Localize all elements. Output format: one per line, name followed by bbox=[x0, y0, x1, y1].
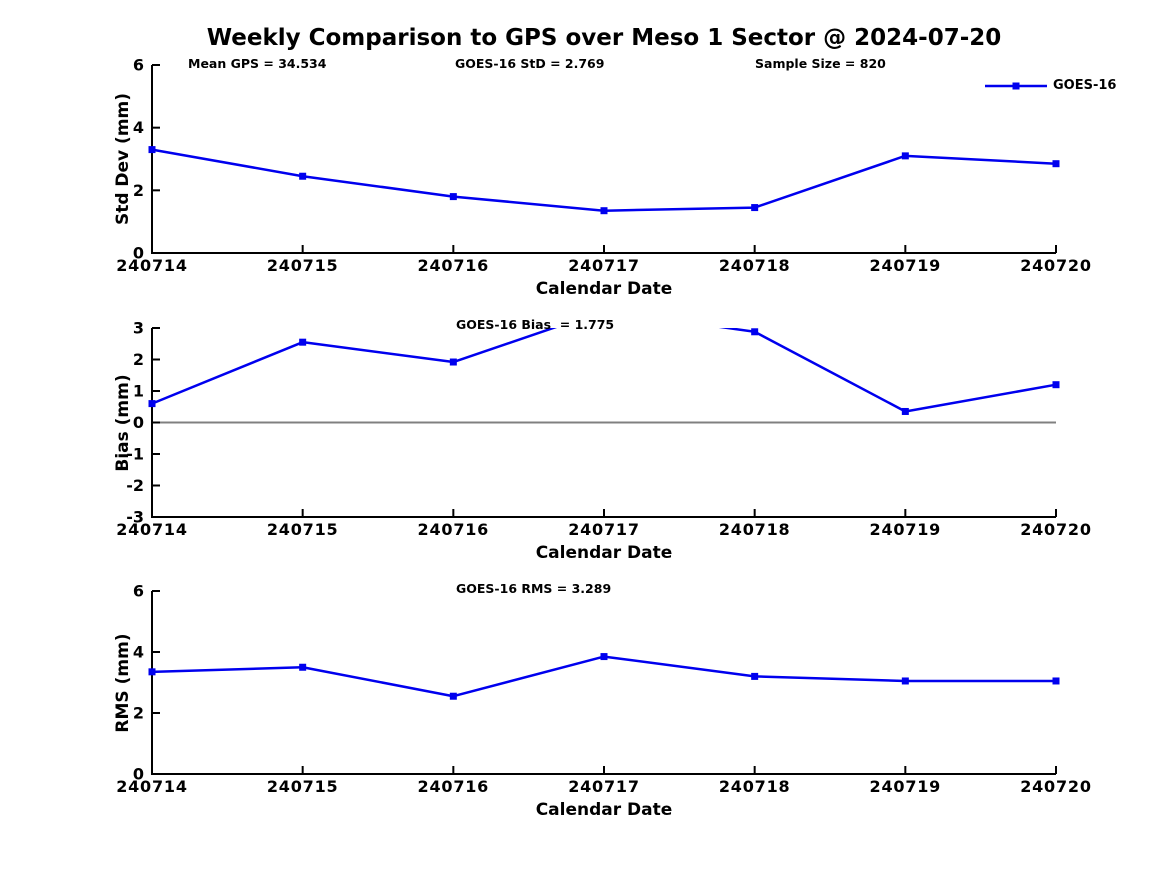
data-point-marker bbox=[901, 677, 909, 685]
x-tick-label: 240715 bbox=[267, 777, 339, 796]
x-tick-label: 240718 bbox=[719, 256, 791, 275]
x-tick-label: 240714 bbox=[116, 256, 188, 275]
x-tick-label: 240717 bbox=[568, 256, 640, 275]
data-point-marker bbox=[751, 672, 759, 680]
legend-label: GOES-16 bbox=[1053, 78, 1117, 93]
y-tick-label: 6 bbox=[133, 56, 144, 75]
data-point-marker bbox=[148, 668, 156, 676]
y-tick-label: -2 bbox=[126, 476, 144, 495]
x-tick-label: 240719 bbox=[870, 520, 942, 539]
data-point-marker bbox=[299, 663, 307, 671]
y-tick-label: 1 bbox=[133, 382, 144, 401]
data-point-marker bbox=[299, 172, 307, 180]
data-point-marker bbox=[751, 328, 759, 336]
mean-gps-annotation: Mean GPS = 34.534 bbox=[188, 56, 327, 71]
x-tick-label: 240716 bbox=[418, 777, 490, 796]
data-point-marker bbox=[600, 207, 608, 215]
bias-x-axis-title: Calendar Date bbox=[535, 543, 673, 563]
subplot-bias-mm: -3 -2 -1 0 1 2 3 240714 240715 240716 240717 240718… bbox=[116, 307, 1092, 540]
x-tick-label: 240717 bbox=[568, 777, 640, 796]
data-point-marker bbox=[449, 358, 457, 366]
x-tick-label: 240719 bbox=[870, 777, 942, 796]
y-tick-label: 2 bbox=[133, 181, 144, 200]
y-tick-label: 6 bbox=[133, 582, 144, 601]
x-tick-label: 240716 bbox=[418, 256, 490, 275]
y-tick-label: 3 bbox=[133, 319, 144, 338]
data-line-goes-16 bbox=[151, 148, 1057, 212]
stddev-y-axis-title: Std Dev (mm) bbox=[113, 92, 133, 226]
subplot-std-dev-mm: 0 2 4 6 240714 240715 240716 240717 240718 240719… bbox=[116, 56, 1092, 276]
x-tick-label: 240717 bbox=[568, 520, 640, 539]
data-point-marker bbox=[1052, 160, 1060, 168]
y-tick-label: 0 bbox=[133, 244, 144, 263]
x-tick-label: 240718 bbox=[719, 777, 791, 796]
x-tick-label: 240720 bbox=[1020, 777, 1092, 796]
data-point-marker bbox=[751, 204, 759, 212]
x-tick-label: 240715 bbox=[267, 256, 339, 275]
y-tick-label: 0 bbox=[133, 413, 144, 432]
data-point-marker bbox=[449, 692, 457, 700]
y-tick-label: 0 bbox=[133, 765, 144, 784]
rms-y-axis-title: RMS (mm) bbox=[113, 633, 133, 733]
data-point-marker bbox=[601, 307, 608, 314]
data-point-marker bbox=[148, 400, 156, 408]
y-tick-label: 2 bbox=[133, 704, 144, 723]
y-tick-label: -1 bbox=[126, 445, 144, 464]
stddev-x-axis-title: Calendar Date bbox=[535, 279, 673, 299]
y-tick-label: 4 bbox=[133, 643, 144, 662]
goes16-std-annotation: GOES-16 StD = 2.769 bbox=[455, 56, 605, 71]
x-tick-label: 240714 bbox=[116, 520, 188, 539]
data-point-marker bbox=[901, 407, 909, 415]
data-point-marker bbox=[148, 146, 156, 154]
x-tick-label: 240720 bbox=[1020, 256, 1092, 275]
data-point-marker bbox=[1052, 677, 1060, 685]
x-tick-label: 240716 bbox=[418, 520, 490, 539]
goes16-bias-annotation: GOES-16 Bias = 1.775 bbox=[456, 317, 615, 332]
y-tick-label: -3 bbox=[126, 508, 144, 527]
bias-y-axis-title: Bias (mm) bbox=[113, 374, 133, 472]
data-point-marker bbox=[449, 193, 457, 201]
y-tick-label: 2 bbox=[133, 350, 144, 369]
data-point-marker bbox=[299, 338, 307, 346]
y-tick-label: 4 bbox=[133, 118, 144, 137]
x-tick-label: 240719 bbox=[870, 256, 942, 275]
figure-title: Weekly Comparison to GPS over Meso 1 Sec… bbox=[206, 25, 1002, 51]
subplot-rms-mm: 0 2 4 6 240714 240715 240716 240717 240718 240719… bbox=[116, 582, 1092, 797]
data-line-goes-16 bbox=[151, 655, 1056, 698]
data-point-marker bbox=[600, 653, 608, 661]
sample-size-annotation: Sample Size = 820 bbox=[755, 56, 886, 71]
x-tick-label: 240720 bbox=[1020, 520, 1092, 539]
data-point-marker bbox=[1052, 381, 1060, 389]
x-tick-label: 240714 bbox=[116, 777, 188, 796]
x-tick-label: 240715 bbox=[267, 520, 339, 539]
legend-marker bbox=[1012, 82, 1020, 90]
data-point-marker bbox=[901, 152, 909, 160]
goes16-rms-annotation: GOES-16 RMS = 3.289 bbox=[456, 581, 612, 596]
x-tick-label: 240718 bbox=[719, 520, 791, 539]
rms-x-axis-title: Calendar Date bbox=[535, 800, 673, 820]
